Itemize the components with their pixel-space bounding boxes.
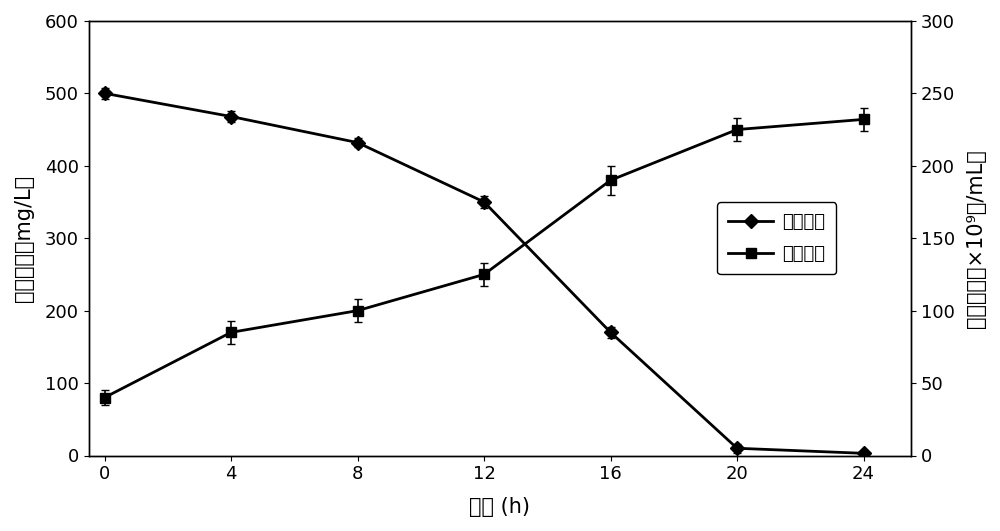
Y-axis label: 尿酸浓度（mg/L）: 尿酸浓度（mg/L） — [14, 175, 34, 302]
Y-axis label: 细胞浓度（×10⁹个/mL）: 细胞浓度（×10⁹个/mL） — [966, 149, 986, 328]
Legend: 尿酸浓度, 细胞浓度: 尿酸浓度, 细胞浓度 — [717, 202, 836, 274]
X-axis label: 时间 (h): 时间 (h) — [469, 497, 530, 517]
